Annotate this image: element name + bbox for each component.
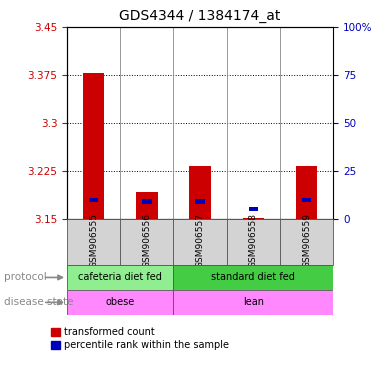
Text: lean: lean: [243, 297, 264, 308]
FancyBboxPatch shape: [120, 219, 173, 265]
Text: obese: obese: [106, 297, 135, 308]
Text: cafeteria diet fed: cafeteria diet fed: [79, 272, 162, 283]
Bar: [136, 192, 157, 219]
FancyBboxPatch shape: [67, 219, 120, 265]
Bar: [83, 73, 104, 219]
Text: GSM906559: GSM906559: [302, 214, 311, 268]
Text: GSM906556: GSM906556: [142, 214, 151, 268]
Text: GSM906558: GSM906558: [249, 214, 258, 268]
FancyBboxPatch shape: [173, 219, 227, 265]
Bar: [195, 199, 205, 204]
Text: disease state: disease state: [4, 297, 73, 308]
FancyBboxPatch shape: [280, 219, 333, 265]
Bar: [302, 198, 311, 202]
Bar: [190, 166, 211, 219]
Text: protocol: protocol: [4, 272, 47, 283]
Bar: [249, 207, 258, 212]
FancyBboxPatch shape: [227, 219, 280, 265]
Bar: [142, 199, 152, 204]
Text: GSM906557: GSM906557: [196, 214, 205, 268]
Bar: [89, 198, 98, 202]
Bar: [243, 218, 264, 219]
FancyBboxPatch shape: [173, 290, 333, 315]
FancyBboxPatch shape: [173, 265, 333, 290]
Bar: [296, 166, 317, 219]
Text: standard diet fed: standard diet fed: [211, 272, 295, 283]
FancyBboxPatch shape: [67, 265, 173, 290]
Legend: transformed count, percentile rank within the sample: transformed count, percentile rank withi…: [51, 328, 229, 350]
Text: GSM906555: GSM906555: [89, 214, 98, 268]
Title: GDS4344 / 1384174_at: GDS4344 / 1384174_at: [119, 9, 281, 23]
FancyBboxPatch shape: [67, 290, 173, 315]
